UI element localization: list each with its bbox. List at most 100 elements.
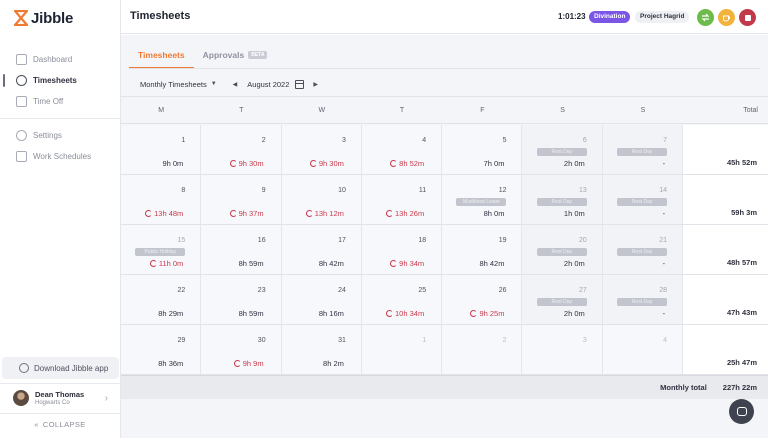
monthly-total-value: 227h 22m [722,383,757,392]
switch-activity-button[interactable] [697,9,714,26]
beta-badge: BETA [248,51,268,59]
tracked-hours: 8h 29m [158,309,184,318]
user-profile[interactable]: Dean Thomas Hogwarts Co › [0,383,120,412]
day-number: 22 [177,287,186,294]
day-type-tag: Mudblood Leave [456,198,507,206]
day-cell[interactable]: 21 Rest Day - [602,225,684,274]
day-cell[interactable]: 6 Rest Day 2h 0m [522,125,603,174]
day-cell[interactable]: 9 9h 37m [201,175,282,224]
day-cell[interactable]: 13 Rest Day 1h 0m [522,175,603,224]
day-cell[interactable]: 15 Public Holiday 11h 0m [121,225,202,274]
week-total-cell: 25h 47m [683,325,768,374]
day-type-tag: Rest Day [536,248,587,256]
break-button[interactable] [718,9,735,26]
week-total: 59h 3m [731,208,757,217]
user-organization: Hogwarts Co [35,400,70,406]
collapse-button[interactable]: « COLLAPSE [0,413,120,435]
day-number: 25 [418,287,427,294]
caret-down-icon: ▼ [210,81,217,87]
timesheet-main: Timesheets Approvals BETA Monthly Timesh… [121,35,768,438]
collapse-label: COLLAPSE [42,420,86,429]
day-cell[interactable]: 24 8h 16m [281,275,362,324]
day-cell[interactable]: 26 9h 25m [442,275,523,324]
day-cell[interactable]: 5 7h 0m [442,125,523,174]
week-total-cell: 45h 52m [683,125,768,174]
chevron-right-icon: › [104,393,108,404]
day-cell[interactable]: 3 9h 30m [281,125,362,174]
sidebar-item-label: Settings [33,131,62,140]
day-type-tag: Rest Day [536,148,587,156]
overtime-hours: 9h 30m [310,159,344,168]
day-cell[interactable]: 1 9h 0m [121,125,202,174]
jibble-logo-icon [14,10,28,26]
day-cell[interactable]: 14 Rest Day - [602,175,684,224]
overtime-hours: 9h 30m [230,159,264,168]
sidebar-item-timesheets[interactable]: Timesheets [0,70,120,91]
weekday-label: F [480,107,485,114]
day-cell[interactable]: 4 8h 52m [361,125,443,174]
day-cell[interactable]: 8 13h 48m [121,175,202,224]
day-type-tag: Rest Day [617,248,668,256]
day-cell[interactable]: 12 Mudblood Leave 8h 0m [442,175,523,224]
day-number: 4 [663,337,668,344]
day-number: 12 [498,187,507,194]
day-number: 3 [341,137,346,144]
sidebar-item-time-off[interactable]: Time Off [0,91,120,112]
day-cell[interactable]: 19 8h 42m [442,225,523,274]
month-label: August 2022 [247,79,290,89]
calendar-icon[interactable] [295,79,305,89]
tab-bar: Timesheets Approvals BETA [129,44,277,69]
overtime-hours: 9h 37m [230,209,264,218]
tracked-hours: 2h 0m [563,159,585,168]
day-cell[interactable]: 16 8h 59m [201,225,282,274]
sidebar-item-work-schedules[interactable]: Work Schedules [0,146,120,167]
day-number: 15 [177,237,186,244]
stop-timer-button[interactable] [739,9,756,26]
day-cell[interactable]: 25 10h 34m [361,275,443,324]
day-cell[interactable]: 2 9h 30m [201,125,282,174]
overtime-hours: 9h 25m [470,309,504,318]
day-cell[interactable]: 31 8h 2m [281,325,362,374]
sidebar-item-settings[interactable]: Settings [0,125,120,146]
weekday-label: W [318,107,326,114]
tab-label: Approvals [202,50,245,60]
project-badge[interactable]: Project Hagrid [635,11,690,23]
download-app-button[interactable]: Download Jibble app [2,357,119,379]
week-row: 1 9h 0m 2 9h 30m 3 9h 30m 4 8h 52m 5 7h 0m 6 Rest D… [121,125,768,175]
day-cell: 4 [602,325,684,374]
day-number: 30 [257,337,266,344]
day-cell[interactable]: 28 Rest Day - [602,275,684,324]
previous-month-button[interactable]: ◀ [232,81,238,88]
day-cell[interactable]: 17 8h 42m [281,225,362,274]
day-number: 11 [418,187,427,194]
day-cell[interactable]: 11 13h 26m [361,175,443,224]
sidebar-item-label: Dashboard [33,55,73,64]
day-cell[interactable]: 27 Rest Day 2h 0m [522,275,603,324]
day-cell[interactable]: 10 13h 12m [281,175,362,224]
day-number: 29 [177,337,186,344]
view-dropdown[interactable]: Monthly Timesheets [140,79,207,89]
tracked-hours: 8h 59m [238,259,264,268]
day-cell[interactable]: 22 8h 29m [121,275,202,324]
day-cell[interactable]: 29 8h 36m [121,325,202,374]
next-month-button[interactable]: ▶ [313,81,319,88]
activity-badge[interactable]: Divination [589,11,631,23]
week-row: 15 Public Holiday 11h 0m 16 8h 59m 17 8h 42m 18… [121,225,768,275]
day-cell[interactable]: 23 8h 59m [201,275,282,324]
weekday-label: S [560,107,565,114]
grid-top-border [121,96,768,97]
tab-timesheets[interactable]: Timesheets [129,44,194,69]
chat-button[interactable] [729,399,754,424]
sidebar-item-dashboard[interactable]: Dashboard [0,49,120,70]
day-cell[interactable]: 30 9h 9m [201,325,282,374]
tracked-hours: 8h 0m [483,209,505,218]
sidebar-item-label: Timesheets [33,76,77,85]
day-cell[interactable]: 18 9h 34m [361,225,443,274]
jibble-logo[interactable]: Jibble [14,9,73,27]
week-total: 25h 47m [726,358,757,367]
week-total-cell: 47h 43m [683,275,768,324]
day-cell[interactable]: 20 Rest Day 2h 0m [522,225,603,274]
day-cell[interactable]: 7 Rest Day - [602,125,684,174]
tab-approvals[interactable]: Approvals BETA [194,44,277,68]
day-number: 2 [261,137,266,144]
